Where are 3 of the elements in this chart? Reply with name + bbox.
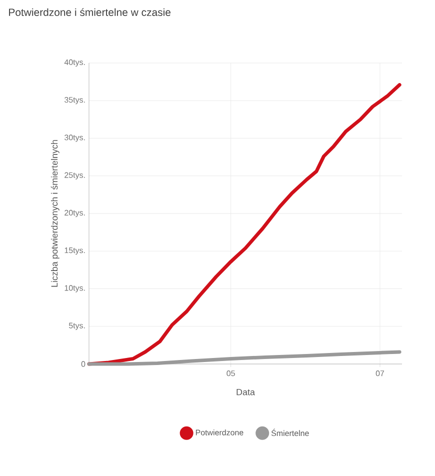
y-axis-title: Liczba potwierdzonych i śmiertelnych [50,140,60,287]
x-axis-title: Data [236,388,255,396]
chart-title: Potwierdzone i śmiertelne w czasie [9,8,170,16]
